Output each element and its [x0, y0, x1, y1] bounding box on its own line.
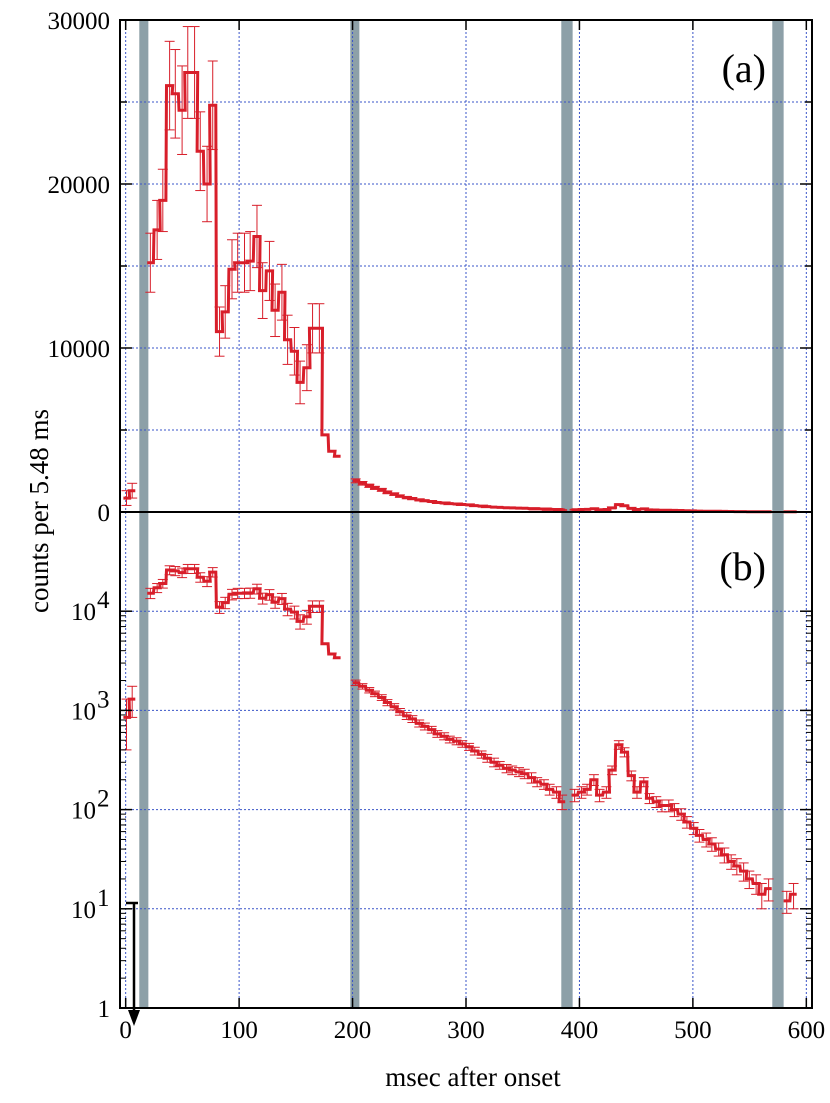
panel-a-step-segment-1 — [147, 71, 341, 458]
b-y-tick-exponent-1: 1 — [97, 885, 110, 912]
panel-b-step-segment-3 — [571, 743, 772, 896]
b-y-tick-exponent-2: 2 — [97, 786, 110, 813]
panel-a-plot — [121, 26, 799, 514]
a-y-tick-label-10000: 10000 — [48, 336, 111, 363]
b-y-tick-label-4: 10 — [71, 599, 96, 626]
b-y-tick-label-0: 1 — [98, 996, 111, 1023]
y-axis-title: counts per 5.48 ms — [24, 409, 54, 613]
x-tick-label-500: 500 — [674, 1017, 712, 1044]
x-tick-label-300: 300 — [447, 1017, 485, 1044]
x-tick-label-400: 400 — [561, 1017, 599, 1044]
axes-frames — [119, 19, 813, 1009]
shaded-band-0 — [139, 20, 149, 1008]
x-tick-label-200: 200 — [334, 1017, 372, 1044]
shaded-band-3 — [772, 20, 784, 1008]
a-y-tick-label-0: 0 — [98, 500, 111, 527]
shaded-band-1 — [350, 20, 360, 1008]
panel-b-step-segment-1 — [147, 567, 341, 660]
b-y-tick-exponent-4: 4 — [97, 587, 110, 614]
panel-a-label: (a) — [722, 46, 766, 91]
panel-a-step-segment-2 — [352, 479, 566, 512]
grid-lines — [120, 20, 812, 1008]
a-y-tick-label-30000: 30000 — [48, 8, 111, 35]
panel-b-label: (b) — [719, 544, 766, 589]
x-axis-title: msec after onset — [385, 1062, 561, 1092]
shaded-band-2 — [561, 20, 573, 1008]
shaded-bands — [139, 20, 784, 1008]
x-tick-label-0: 0 — [119, 1017, 132, 1044]
panel-b-plot — [121, 563, 799, 914]
onset-arrow-head — [128, 1010, 140, 1026]
onset-arrow — [126, 901, 140, 1026]
x-tick-label-600: 600 — [788, 1017, 826, 1044]
x-tick-label-100: 100 — [220, 1017, 258, 1044]
b-y-tick-label-3: 10 — [71, 698, 96, 725]
b-y-tick-label-1: 10 — [71, 897, 96, 924]
panel-b-step-segment-4 — [783, 892, 797, 903]
b-y-tick-label-2: 10 — [71, 798, 96, 825]
b-y-tick-exponent-3: 3 — [97, 686, 110, 713]
panel-a-step-segment-0 — [123, 489, 136, 500]
a-y-tick-label-20000: 20000 — [48, 172, 111, 199]
